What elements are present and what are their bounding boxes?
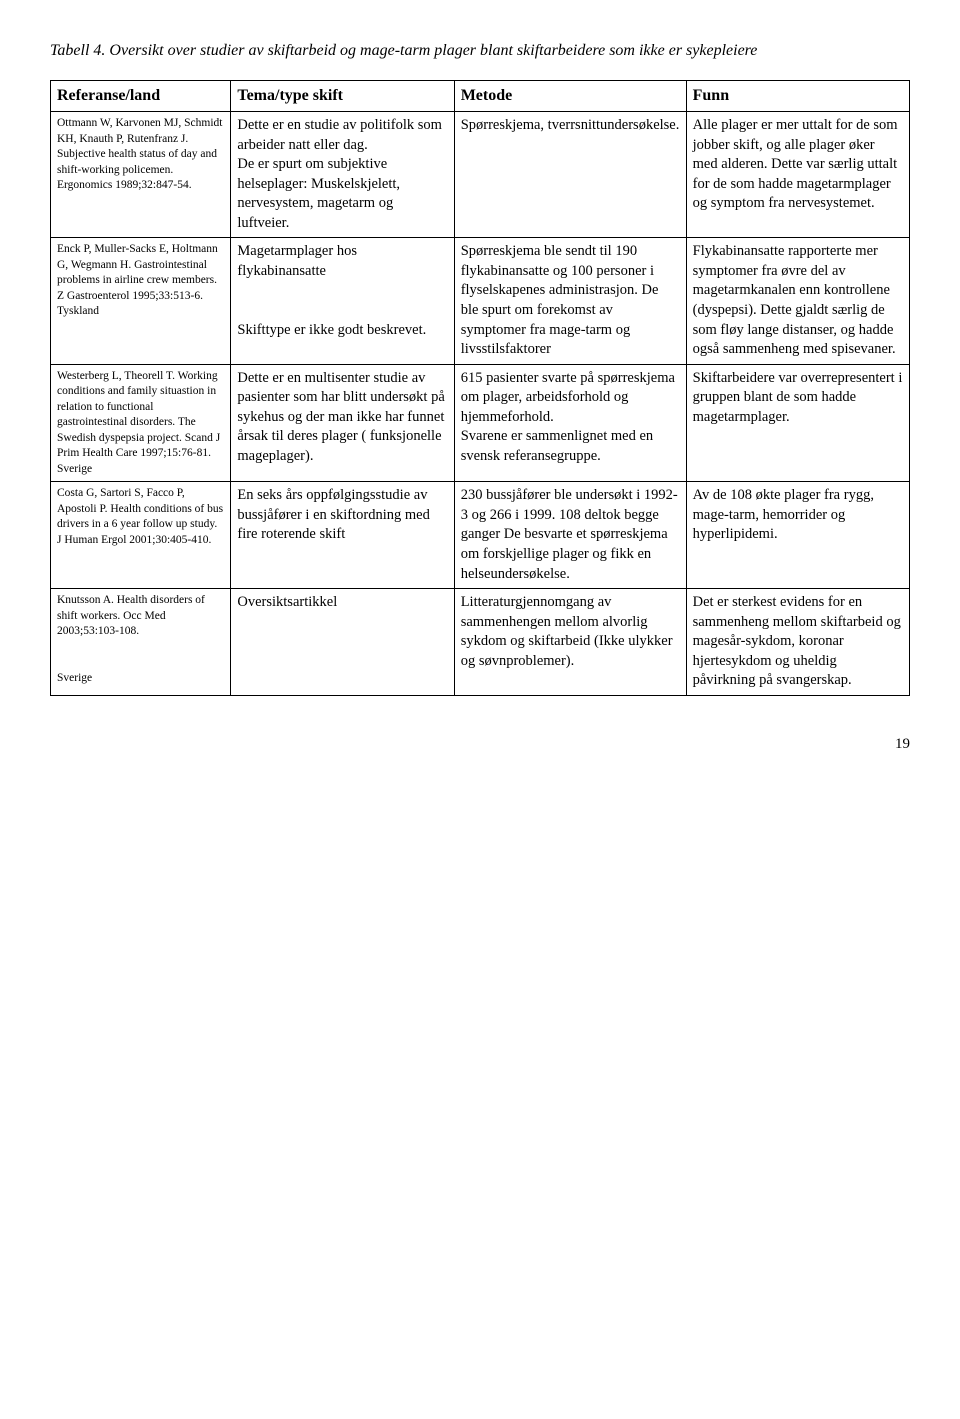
cell-tema: Oversiktsartikkel	[231, 589, 454, 696]
header-tema: Tema/type skift	[231, 81, 454, 112]
page-number: 19	[50, 736, 910, 753]
cell-tema: Dette er en studie av politifolk som arb…	[231, 111, 454, 237]
cell-ref: Costa G, Sartori S, Facco P, Apostoli P.…	[51, 482, 231, 589]
cell-metode: 615 pasienter svarte på spørreskjema om …	[454, 364, 686, 482]
table-row: Enck P, Muller-Sacks E, Holtmann G, Wegm…	[51, 238, 910, 364]
cell-funn: Av de 108 økte plager fra rygg, mage-tar…	[686, 482, 909, 589]
table-row: Costa G, Sartori S, Facco P, Apostoli P.…	[51, 482, 910, 589]
cell-metode: Litteraturgjennomgang av sammenhengen me…	[454, 589, 686, 696]
cell-metode: Spørreskjema ble sendt til 190 flykabina…	[454, 238, 686, 364]
cell-ref: Enck P, Muller-Sacks E, Holtmann G, Wegm…	[51, 238, 231, 364]
cell-tema: Magetarmplager hos flykabinansatteSkiftt…	[231, 238, 454, 364]
cell-tema: En seks års oppfølgingsstudie av bussjåf…	[231, 482, 454, 589]
table-title: Tabell 4. Oversikt over studier av skift…	[50, 40, 910, 62]
table-header-row: Referanse/land Tema/type skift Metode Fu…	[51, 81, 910, 112]
cell-metode: Spørreskjema, tverrsnittundersøkelse.	[454, 111, 686, 237]
table-row: Westerberg L, Theorell T. Working condit…	[51, 364, 910, 482]
cell-funn: Det er sterkest evidens for en sammenhen…	[686, 589, 909, 696]
cell-funn: Alle plager er mer uttalt for de som job…	[686, 111, 909, 237]
cell-ref: Ottmann W, Karvonen MJ, Schmidt KH, Knau…	[51, 111, 231, 237]
cell-funn: Skiftarbeidere var overrepresentert i gr…	[686, 364, 909, 482]
cell-funn: Flykabinansatte rapporterte mer symptome…	[686, 238, 909, 364]
header-funn: Funn	[686, 81, 909, 112]
cell-metode: 230 bussjåfører ble undersøkt i 1992-3 o…	[454, 482, 686, 589]
cell-tema: Dette er en multisenter studie av pasien…	[231, 364, 454, 482]
header-ref: Referanse/land	[51, 81, 231, 112]
cell-ref: Westerberg L, Theorell T. Working condit…	[51, 364, 231, 482]
cell-ref: Knutsson A. Health disorders of shift wo…	[51, 589, 231, 696]
studies-table: Referanse/land Tema/type skift Metode Fu…	[50, 80, 910, 696]
table-row: Ottmann W, Karvonen MJ, Schmidt KH, Knau…	[51, 111, 910, 237]
header-metode: Metode	[454, 81, 686, 112]
table-row: Knutsson A. Health disorders of shift wo…	[51, 589, 910, 696]
